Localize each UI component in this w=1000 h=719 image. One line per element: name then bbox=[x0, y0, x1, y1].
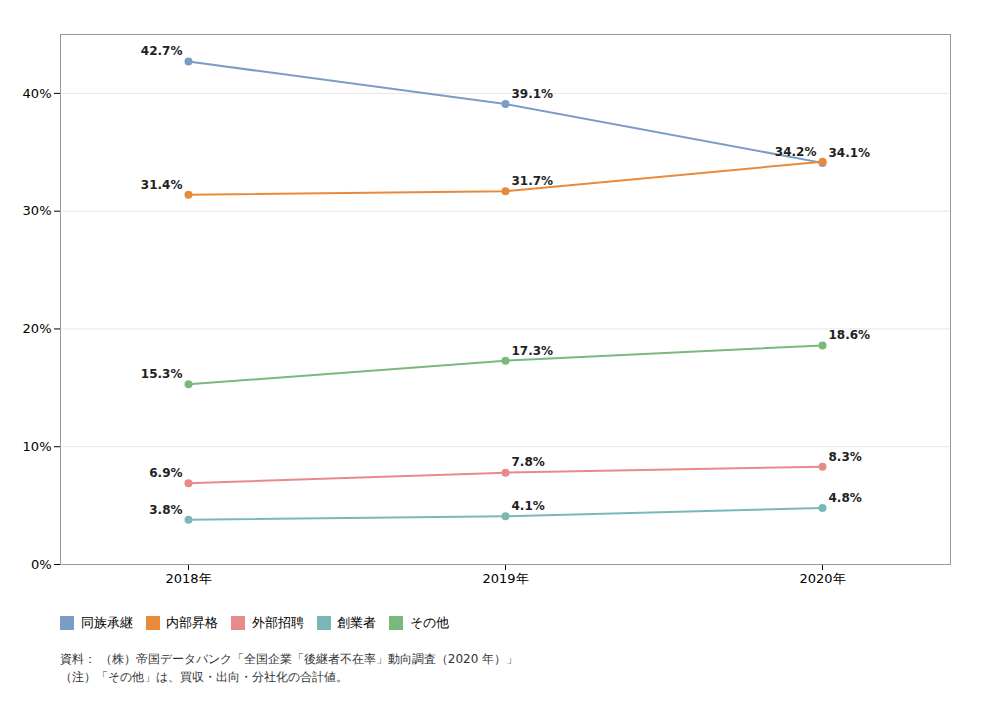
html-text:同族承継: 同族承継 bbox=[80, 614, 133, 630]
svg-text:2019年: 2019年 bbox=[482, 571, 528, 586]
svg-text:20%: 20% bbox=[23, 321, 52, 336]
svg-text:10%: 10% bbox=[23, 439, 52, 454]
html-text:その他: その他 bbox=[409, 614, 449, 630]
svg-text:30%: 30% bbox=[23, 203, 52, 218]
html-text:外部招聘: 外部招聘 bbox=[251, 614, 304, 630]
svg-text:40%: 40% bbox=[23, 86, 52, 101]
svg-text:4.1%: 4.1% bbox=[512, 499, 545, 513]
svg-text:42.7%: 42.7% bbox=[141, 44, 183, 58]
html-text:内部昇格: 内部昇格 bbox=[166, 614, 218, 630]
svg-text:39.1%: 39.1% bbox=[512, 87, 554, 101]
svg-text:4.8%: 4.8% bbox=[829, 491, 862, 505]
svg-text:2020年: 2020年 bbox=[799, 571, 845, 586]
html-text:資料： （株）帝国データバンク「全国企業「後継者不在率」動向: 資料： （株）帝国データバンク「全国企業「後継者不在率」動向調査（2020 年）… bbox=[60, 651, 519, 666]
svg-text:17.3%: 17.3% bbox=[512, 344, 554, 358]
svg-text:31.7%: 31.7% bbox=[512, 174, 554, 188]
svg-text:3.8%: 3.8% bbox=[149, 503, 182, 517]
html-text:（注）「その他」は、買収・出向・分社化の合計値。: （注）「その他」は、買収・出向・分社化の合計値。 bbox=[60, 669, 348, 684]
svg-text:34.1%: 34.1% bbox=[829, 146, 871, 160]
html-text:創業者: 創業者 bbox=[337, 614, 376, 630]
svg-text:6.9%: 6.9% bbox=[149, 466, 182, 480]
svg-text:2018年: 2018年 bbox=[165, 571, 211, 586]
svg-text:15.3%: 15.3% bbox=[141, 367, 183, 381]
svg-text:0%: 0% bbox=[31, 557, 52, 572]
svg-text:8.3%: 8.3% bbox=[829, 450, 862, 464]
svg-text:18.6%: 18.6% bbox=[829, 328, 871, 342]
svg-text:31.4%: 31.4% bbox=[141, 178, 183, 192]
svg-text:7.8%: 7.8% bbox=[512, 455, 545, 469]
svg-text:34.2%: 34.2% bbox=[775, 145, 817, 159]
